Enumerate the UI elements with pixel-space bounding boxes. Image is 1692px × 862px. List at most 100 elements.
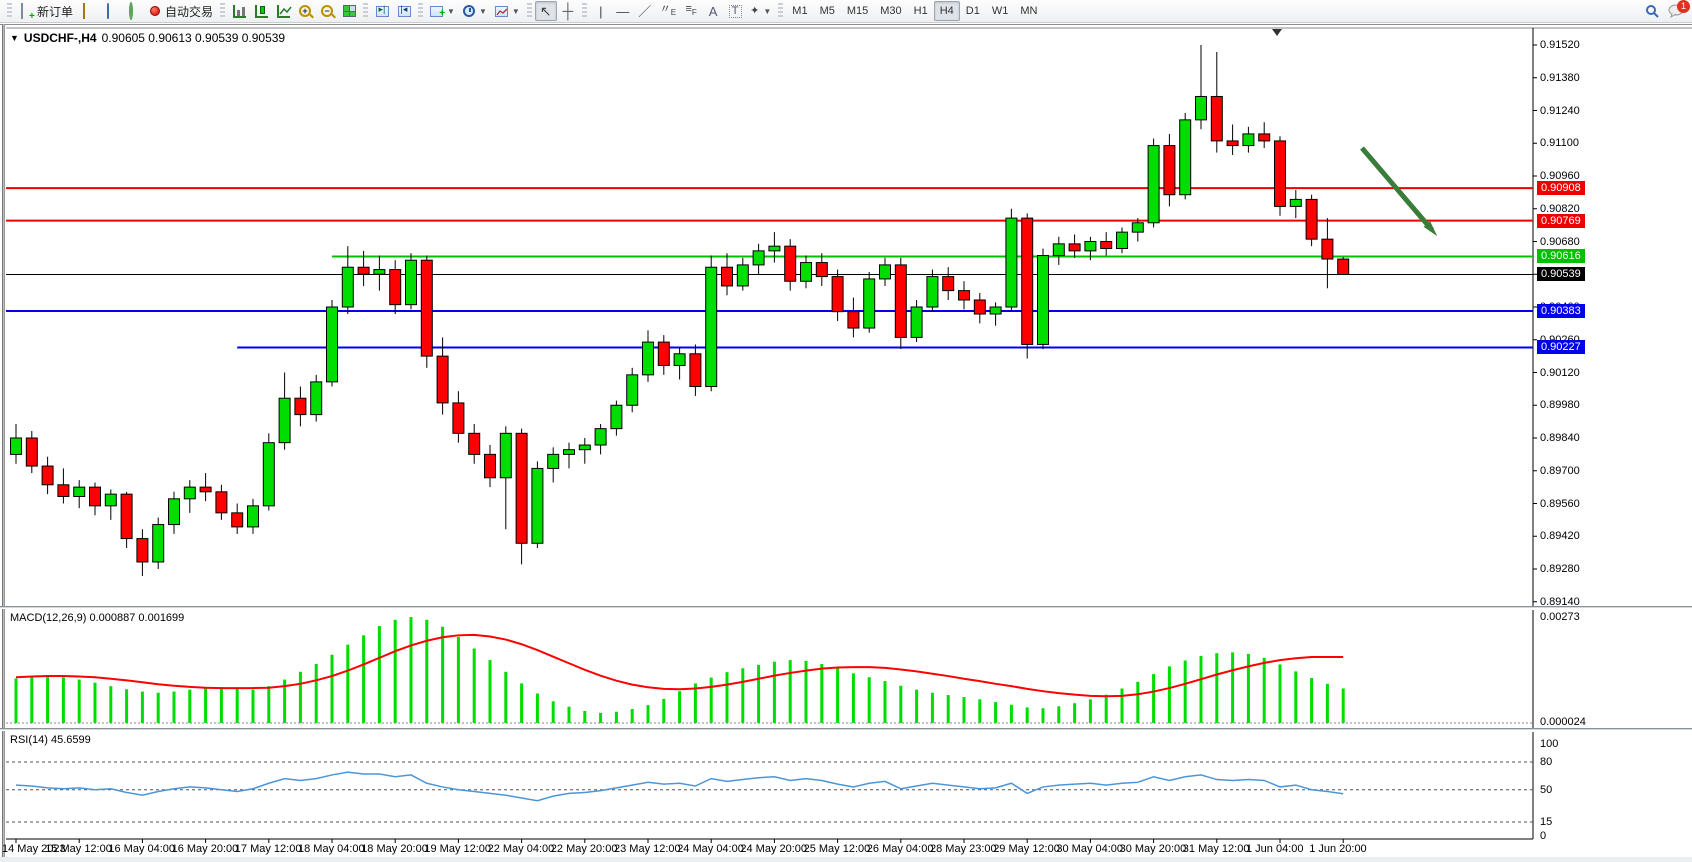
arrows-tool-button[interactable]: ✦ ▼ [746,1,775,21]
autotrading-button[interactable]: 自动交易 [146,1,217,21]
tile-windows-button[interactable] [338,1,360,21]
candle-body-bear [468,432,481,455]
candlestick-mode-button[interactable] [250,1,272,21]
candle-body-bear [57,484,70,497]
candle-body-bear [41,465,54,486]
symbol-dropdown-icon[interactable]: ▼ [10,33,19,43]
candle-body-bull [278,397,291,444]
timeframe-m15-button[interactable]: M15 [846,5,869,17]
macd-bar [504,671,508,723]
candle-body-bear [25,437,38,467]
candle-body-bull [578,444,591,451]
macd-bar [772,661,776,723]
timeframe-m30-button[interactable]: M30 [880,5,902,17]
macd-bar [472,648,476,723]
cursor-tool-button[interactable]: ↖ [534,1,557,21]
time-label: 15 May 12:00 [45,843,112,855]
fibonacci-tool-button[interactable]: ≡F [680,1,702,21]
candle-body-bear [357,266,370,275]
candle-body-bull [879,264,891,280]
zoom-out-button[interactable]: − [316,1,338,21]
periods-button[interactable]: ▼ [459,1,491,21]
horizontal-line-tool-button[interactable]: — [612,1,634,21]
toolbar-separator [526,3,532,19]
timeframe-m1-button[interactable]: M1 [792,5,808,17]
bar-chart-mode-button[interactable] [228,1,250,21]
timeframe-w1-button[interactable]: W1 [991,5,1009,17]
timeframe-h4-button[interactable]: H4 [933,1,960,21]
candle-body-bear [1100,241,1113,250]
text-tool-button[interactable]: A [702,1,724,21]
zoom-in-icon: + [299,5,312,17]
candle-body-bull [1179,119,1192,196]
candle-body-bear [847,311,860,329]
macd-bar [614,711,618,723]
indicators-button[interactable]: + ▼ [426,1,459,21]
candle-body-bear [942,276,955,292]
macd-bar [235,688,239,723]
timeframe-h1-button[interactable]: H1 [913,5,928,17]
macd-bar [693,683,697,723]
chart-shift-icon: |◂ [397,4,411,17]
time-label: 1 Jun 20:00 [1309,843,1367,855]
tile-windows-icon [342,5,356,17]
strategy-tester-button[interactable] [123,1,146,21]
chat-button[interactable]: 1 [1664,0,1690,21]
zoom-in-button[interactable]: + [294,1,316,21]
time-label: 22 May 04:00 [487,843,555,855]
auto-scroll-button[interactable]: ▸| [371,1,393,21]
price-badge-0.90227: 0.90227 [1537,340,1585,355]
candle-body-bear [815,262,828,278]
rsi-axis-label-100: 100 [1540,737,1559,750]
candle-body-bull [705,266,718,388]
candle-body-bull [594,428,607,446]
search-button[interactable] [1641,1,1664,21]
macd-bar [267,686,271,723]
terminal-button[interactable] [100,1,123,21]
trend-annotation-arrow[interactable] [1360,146,1434,232]
macd-bar [14,678,18,723]
panel-splitter-rsi[interactable] [0,728,1692,731]
new-order-button[interactable]: + 新订单 [15,1,77,21]
candle-body-bear [689,353,702,388]
time-label: 1 Jun 04:00 [1246,843,1304,855]
templates-button[interactable]: ▼ [491,1,524,21]
time-label: 28 May 23:00 [930,843,997,855]
chart-shift-button[interactable]: |◂ [393,1,415,21]
candle-body-bull [152,524,165,563]
candle-body-bull [736,264,749,287]
crosshair-tool-button[interactable]: ┼ [557,1,579,21]
macd-bar [46,676,50,723]
vertical-line-tool-button[interactable]: | [590,1,612,21]
time-axis[interactable]: 14 May 2023 15 May 12:00 16 May 04:00 16 Ma… [0,841,1692,856]
new-order-label: 新订单 [37,4,74,19]
channel-tool-button[interactable]: 〃E [656,1,680,21]
chart-shift-marker[interactable] [1272,29,1282,36]
macd-bar [251,689,255,723]
panel-splitter-macd[interactable] [0,606,1692,609]
candle-body-bear [199,486,212,493]
timeframe-m5-button[interactable]: M5 [819,5,835,17]
crosshair-icon: ┼ [562,2,574,20]
timeframe-d1-button[interactable]: D1 [965,5,980,17]
label-tool-button[interactable]: T [724,1,746,21]
macd-bar [1199,655,1203,723]
toolbar: + 新订单 自动交易 + − [0,0,1692,23]
macd-bar [1231,652,1235,723]
time-label: 16 May 20:00 [171,843,239,855]
candle-body-bull [1289,198,1302,207]
line-chart-mode-button[interactable] [272,1,294,21]
price-tick-label: 0.90820 [1540,202,1580,215]
trendline-tool-button[interactable]: ／ [634,1,656,21]
price-badge-0.90539: 0.90539 [1537,267,1585,282]
macd-bar [188,689,192,723]
macd-bar [788,660,792,723]
timeframe-mn-button[interactable]: MN [1020,5,1038,17]
toolbar-drag-handle[interactable] [7,3,12,19]
macd-bar [204,688,208,723]
macd-bar [583,710,587,723]
candle-body-bull [168,498,180,526]
candles[interactable] [10,45,1350,577]
candle-body-bear [1258,133,1271,142]
